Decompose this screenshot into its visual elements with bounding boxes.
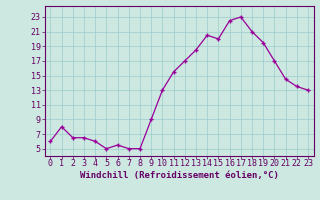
X-axis label: Windchill (Refroidissement éolien,°C): Windchill (Refroidissement éolien,°C) [80, 171, 279, 180]
